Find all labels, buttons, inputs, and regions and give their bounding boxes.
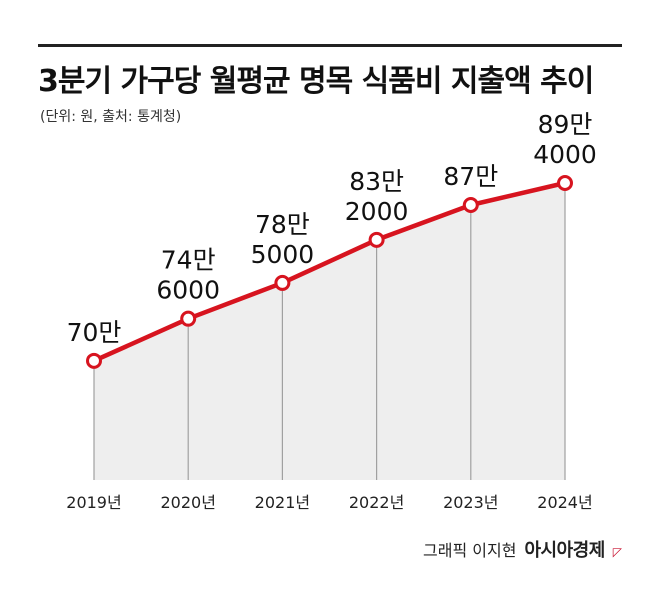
data-point-2023년 <box>462 197 479 213</box>
data-point-2022년 <box>368 231 385 248</box>
series-line <box>91 180 568 364</box>
line-layer <box>91 180 568 364</box>
x-tick-label-2023년: 2023년 <box>443 493 498 512</box>
data-label-2023년-1: 87만 <box>443 162 498 191</box>
data-point-2019년 <box>86 352 102 369</box>
data-label-2019년-1: 70만 <box>67 318 122 347</box>
title-rule <box>38 44 622 47</box>
chart-subtitle: (단위: 원, 출처: 통계청) <box>40 109 182 125</box>
data-point-2024년 <box>557 175 573 191</box>
area-fill <box>94 183 565 480</box>
data-label-2021년-1: 78만 <box>255 210 310 239</box>
data-point-2021년 <box>274 274 291 291</box>
data-label-2020년-2: 6000 <box>156 276 220 305</box>
x-tick-label-2021년: 2021년 <box>255 493 310 512</box>
x-tick-label-2024년: 2024년 <box>537 493 592 512</box>
x-tick-label-2020년: 2020년 <box>160 493 215 512</box>
data-label-2024년-2: 4000 <box>533 140 597 169</box>
brand-logo: 아시아경제 <box>524 540 605 561</box>
data-point-2020년 <box>180 310 197 327</box>
x-tick-label-2022년: 2022년 <box>349 493 404 512</box>
graphic-credit: 그래픽 이지현 <box>423 541 517 560</box>
x-axis-ticks: 2019년 2020년 2021년 2022년 2023년 2024년 <box>66 493 592 512</box>
data-label-2022년-2: 2000 <box>345 197 409 226</box>
data-label-2022년-1: 83만 <box>349 167 404 196</box>
data-label-2024년-1: 89만 <box>538 110 593 139</box>
drop-lines <box>93 183 566 480</box>
brand-mark-icon: ◸ <box>612 545 622 559</box>
credit-line: 그래픽 이지현 아시아경제 ◸ <box>423 536 622 562</box>
points-layer <box>86 175 573 369</box>
data-label-2021년-2: 5000 <box>251 240 315 269</box>
chart-title: 3분기 가구당 월평균 명목 식품비 지출액 추이 <box>38 64 594 99</box>
data-label-2020년-1: 74만 <box>161 246 216 275</box>
x-tick-label-2019년: 2019년 <box>66 493 121 512</box>
area-layer <box>94 183 565 480</box>
